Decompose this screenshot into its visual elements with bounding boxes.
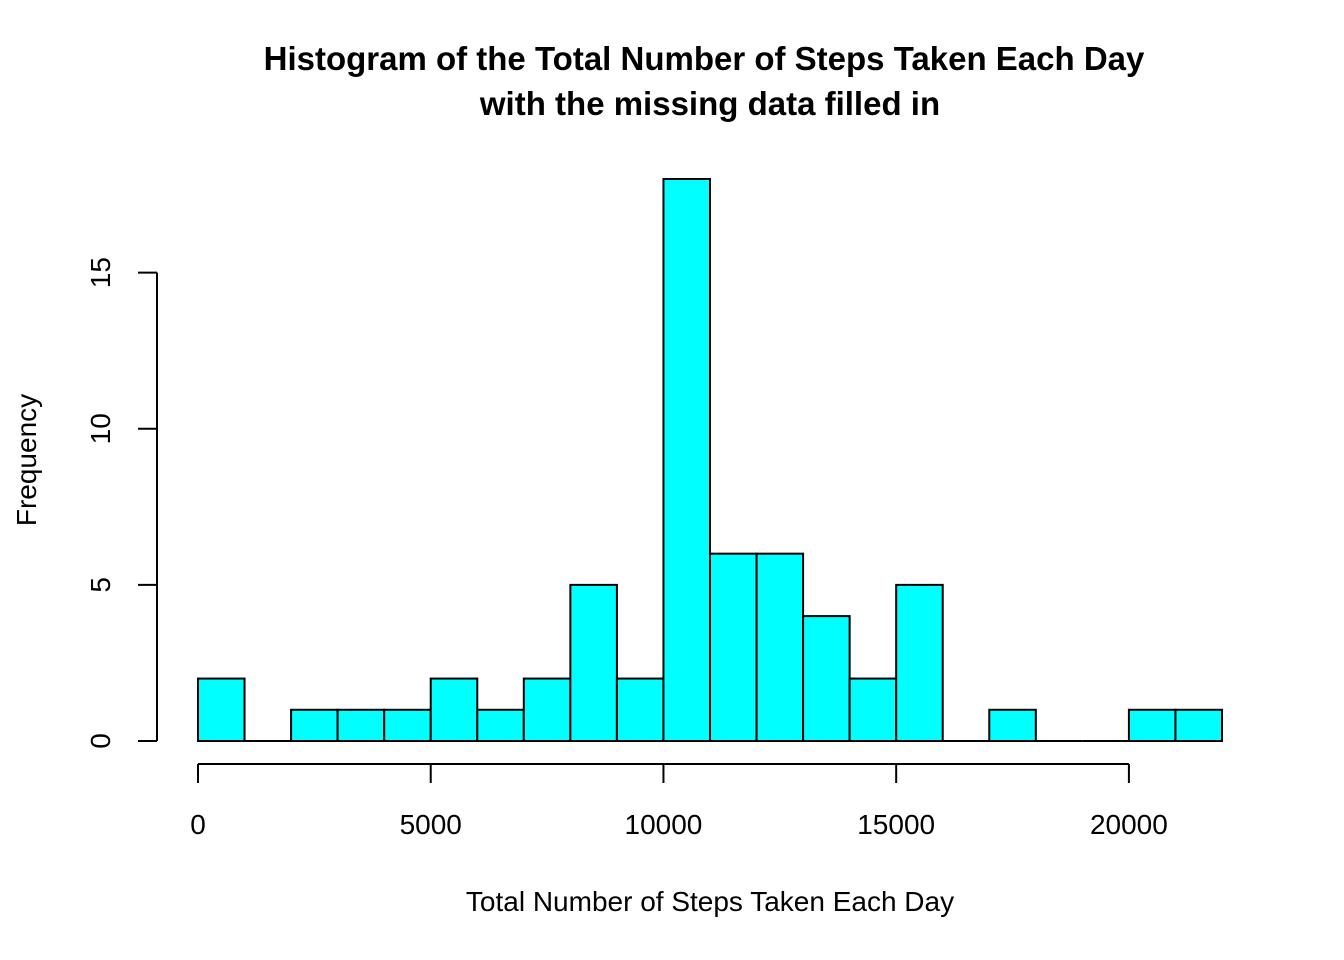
histogram-bar [988, 708, 1037, 742]
histogram-bar [1127, 708, 1177, 742]
y-axis-tick-label: 5 [85, 577, 116, 593]
histogram-bar [522, 677, 572, 742]
histogram-bar [476, 708, 525, 742]
y-axis: 0 5 10 15 [85, 257, 158, 749]
histogram-bar [569, 583, 618, 743]
chart-title-line-1: Histogram of the Total Number of Steps T… [264, 40, 1145, 77]
bars-group [197, 178, 1224, 743]
histogram-bar [290, 708, 339, 742]
y-axis-label: Frequency [11, 394, 42, 526]
histogram-bar [197, 677, 246, 742]
histogram-bar [662, 178, 711, 742]
x-axis-tick-label: 0 [190, 809, 206, 840]
histogram-bar [848, 677, 898, 742]
y-axis-tick-label: 10 [85, 413, 116, 444]
histogram-bar [615, 677, 665, 742]
histogram-bar [336, 708, 386, 742]
x-axis: 0 5000 10000 15000 20000 [190, 763, 1168, 840]
chart-title-line-2: with the missing data filled in [479, 85, 940, 122]
histogram-bar [709, 552, 758, 743]
histogram-bar [383, 708, 432, 742]
x-axis-tick-label: 5000 [400, 809, 462, 840]
x-axis-label: Total Number of Steps Taken Each Day [466, 886, 954, 917]
y-axis-tick-label: 15 [85, 257, 116, 288]
x-axis-tick-label: 15000 [857, 809, 935, 840]
histogram-bar [802, 615, 851, 742]
histogram-bar [1174, 708, 1224, 742]
histogram-bar [755, 552, 805, 743]
histogram-bar [895, 583, 944, 743]
x-axis-tick-label: 10000 [625, 809, 703, 840]
y-axis-tick-label: 0 [85, 733, 116, 749]
x-axis-tick-label: 20000 [1090, 809, 1168, 840]
histogram-bar [429, 677, 479, 742]
